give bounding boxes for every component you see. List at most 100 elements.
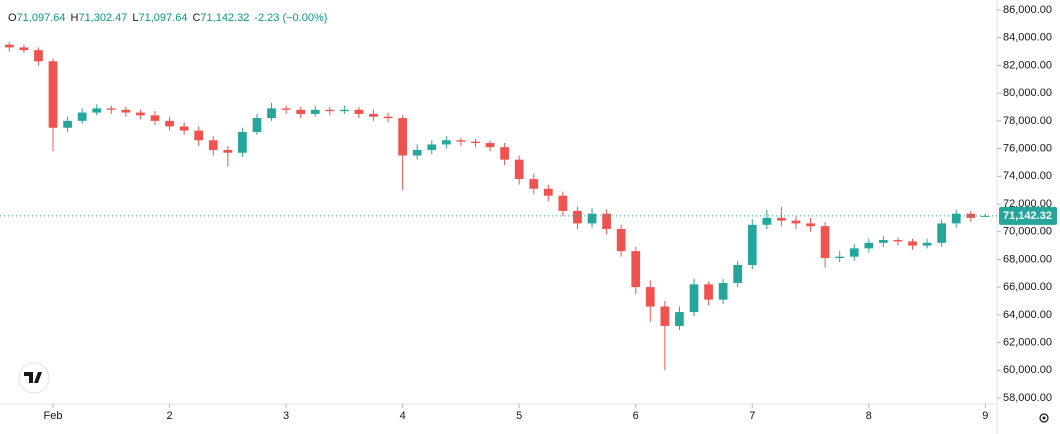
settings-icon[interactable] — [1039, 413, 1049, 423]
last-price-label: 71,142.32 — [1003, 210, 1052, 222]
candle-body — [937, 223, 947, 243]
y-tick-label: 84,000.00 — [1003, 32, 1052, 44]
candle-body — [354, 109, 364, 114]
candle-body — [471, 141, 480, 144]
candle-body — [238, 131, 247, 153]
x-tick-label: 4 — [400, 410, 406, 422]
tv-logo[interactable] — [18, 362, 50, 394]
candle-body — [558, 195, 568, 211]
candle-body — [4, 44, 14, 48]
header-key: L — [132, 12, 138, 24]
candle-body — [34, 50, 43, 62]
candle-body — [951, 213, 961, 224]
x-tick-label: 9 — [982, 410, 988, 422]
header-key: H — [71, 12, 79, 24]
candle-body — [893, 240, 903, 242]
candle-body — [19, 47, 29, 51]
last-price-box — [999, 206, 1057, 225]
candle-body — [922, 242, 932, 246]
candle-body — [820, 226, 830, 259]
candle-body — [121, 109, 131, 113]
candle-body — [325, 109, 335, 112]
candle-body — [879, 240, 888, 243]
x-tick-label: 5 — [516, 410, 522, 422]
candle-body — [383, 116, 393, 119]
candle-body — [456, 140, 466, 142]
candle-body — [616, 228, 626, 252]
candle-body — [602, 213, 611, 229]
y-tick-label: 58,000.00 — [1003, 392, 1052, 404]
candle-body — [92, 108, 102, 113]
header-value: 71,142.32 — [200, 12, 249, 24]
candle-body — [704, 284, 713, 300]
candle-body — [835, 256, 845, 259]
candle-body — [208, 140, 218, 150]
candle-body — [587, 213, 597, 224]
x-tick-label: 8 — [866, 410, 872, 422]
header-key: O — [8, 12, 17, 24]
candle-body — [573, 210, 582, 224]
candle-body — [77, 112, 87, 121]
candle-body — [150, 115, 160, 121]
candle-body — [223, 149, 233, 153]
y-tick-label: 64,000.00 — [1003, 309, 1052, 321]
header-value: 71,097.64 — [139, 12, 188, 24]
x-tick-label: Feb — [44, 410, 63, 422]
candle-body — [806, 223, 815, 227]
candle-body — [660, 306, 670, 326]
candle-body — [514, 159, 524, 180]
candle-body — [136, 112, 145, 116]
candle-body — [849, 248, 859, 257]
y-tick-label: 70,000.00 — [1003, 226, 1052, 238]
candle-body — [543, 188, 553, 196]
candle-body — [645, 287, 655, 307]
candle-body — [267, 108, 276, 119]
header-key: C — [192, 12, 200, 24]
candle-body — [296, 109, 306, 114]
y-tick-label: 82,000.00 — [1003, 59, 1052, 71]
candle-body — [747, 224, 757, 265]
candle-body — [179, 126, 189, 131]
x-tick-label: 3 — [283, 410, 289, 422]
candle-body — [966, 213, 976, 218]
y-tick-label: 68,000.00 — [1003, 253, 1052, 265]
ohlc-header: O71,097.64 H71,302.47 L71,097.64 C71,142.32… — [8, 12, 327, 24]
candle-body — [733, 264, 743, 283]
candle-body — [791, 220, 801, 224]
y-tick-label: 78,000.00 — [1003, 115, 1052, 127]
header-value: 71,302.47 — [78, 12, 127, 24]
candle-body — [427, 144, 437, 150]
x-tick-label: 2 — [167, 410, 173, 422]
candle-body — [675, 312, 684, 326]
candle-body — [106, 108, 116, 110]
y-tick-label: 80,000.00 — [1003, 87, 1052, 99]
y-tick-label: 66,000.00 — [1003, 281, 1052, 293]
candle-body — [777, 217, 786, 221]
candle-body — [908, 241, 917, 246]
candle-body — [412, 149, 422, 156]
header-value: 71,097.64 — [17, 12, 66, 24]
candle-body — [310, 109, 320, 114]
candle-body — [500, 147, 509, 160]
candle-body — [398, 118, 408, 156]
y-tick-label: 76,000.00 — [1003, 142, 1052, 154]
candle-body — [194, 130, 204, 141]
candle-body — [441, 140, 451, 145]
candle-body — [529, 179, 539, 189]
candle-body — [689, 284, 699, 313]
y-tick-label: 86,000.00 — [1003, 4, 1052, 16]
y-tick-label: 60,000.00 — [1003, 364, 1052, 376]
candle-body — [369, 113, 378, 117]
candle-body — [864, 242, 874, 249]
candle-body — [718, 282, 728, 300]
header-change: -2.23 (−0.00%) — [254, 12, 327, 24]
candle-body — [281, 108, 291, 110]
candle-body — [485, 143, 495, 148]
y-tick-label: 74,000.00 — [1003, 170, 1052, 182]
y-tick-label: 62,000.00 — [1003, 336, 1052, 348]
candle-body — [63, 120, 72, 128]
candle-body — [48, 61, 58, 128]
x-tick-label: 7 — [749, 410, 755, 422]
x-tick-label: 6 — [633, 410, 639, 422]
